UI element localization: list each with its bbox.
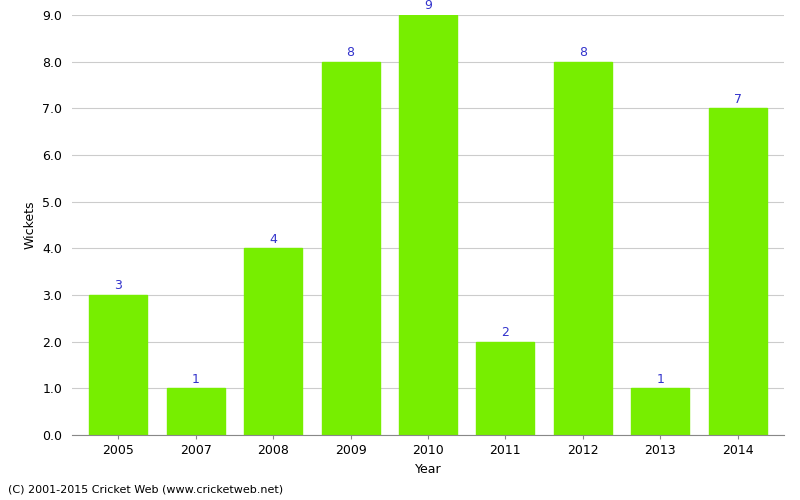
X-axis label: Year: Year [414,462,442,475]
Text: 8: 8 [578,46,586,59]
Bar [167,388,225,435]
Text: 8: 8 [346,46,354,59]
Text: (C) 2001-2015 Cricket Web (www.cricketweb.net): (C) 2001-2015 Cricket Web (www.cricketwe… [8,485,283,495]
Text: 4: 4 [270,232,277,245]
Text: 2: 2 [502,326,510,339]
Bar [322,62,380,435]
Y-axis label: Wickets: Wickets [24,200,37,249]
Bar [90,295,147,435]
Bar [399,15,457,435]
Bar [631,388,689,435]
Text: 7: 7 [734,92,742,106]
Text: 9: 9 [424,0,432,12]
Text: 3: 3 [114,279,122,292]
Text: 1: 1 [656,372,664,386]
Bar [709,108,766,435]
Text: 1: 1 [192,372,200,386]
Bar [476,342,534,435]
Bar [554,62,612,435]
Bar [244,248,302,435]
